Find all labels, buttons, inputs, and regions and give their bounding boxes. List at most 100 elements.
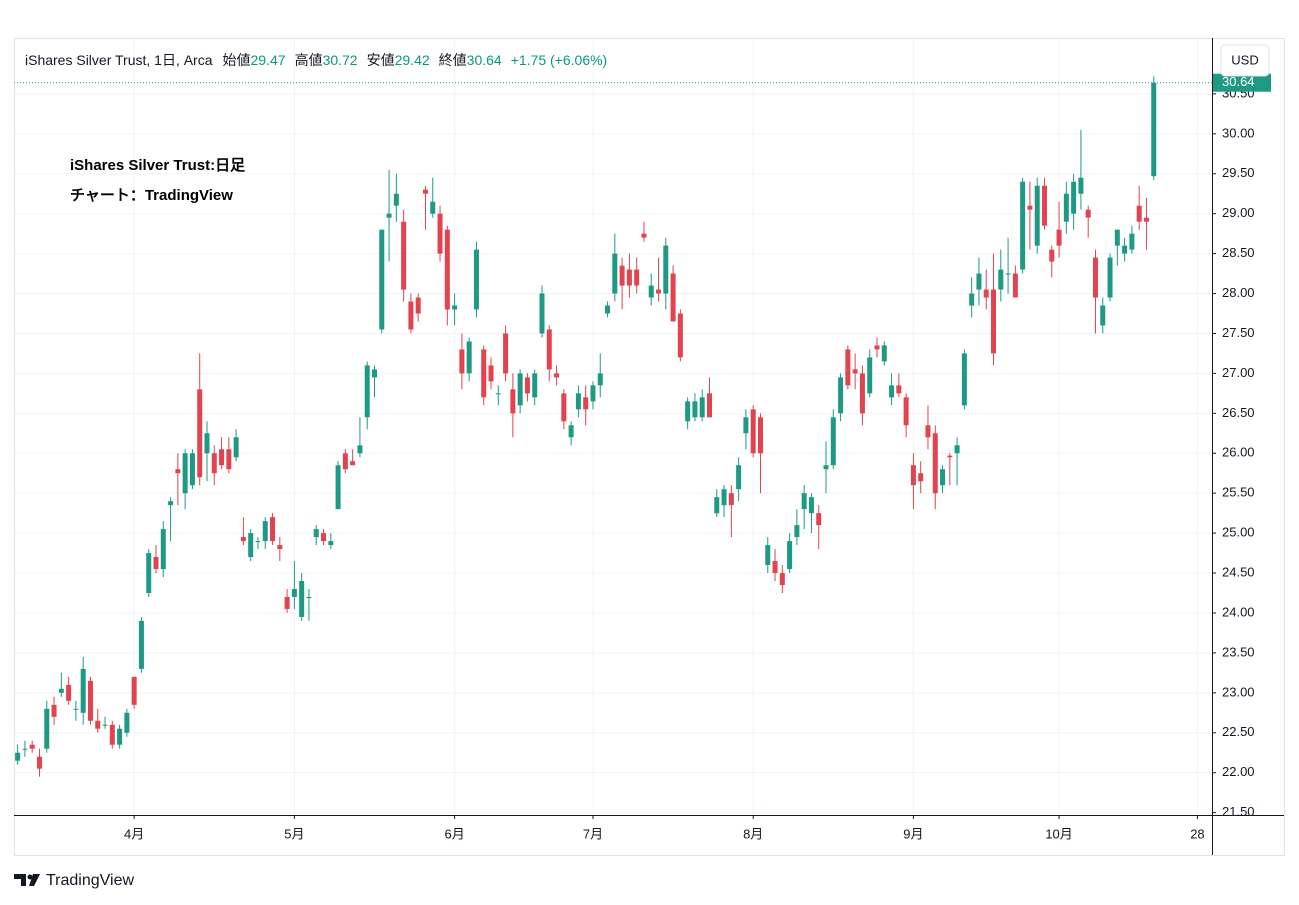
- candle-body: [299, 581, 305, 617]
- symbol: iShares Silver Trust, 1日, Arca: [25, 52, 213, 68]
- candle-body: [1020, 181, 1026, 270]
- candle-body: [757, 417, 763, 454]
- logo-mark: [29, 874, 40, 886]
- y-tick-label: 24.00: [1222, 604, 1255, 619]
- candle-body: [961, 353, 967, 406]
- candle-body: [1114, 229, 1120, 246]
- candle-body: [182, 453, 188, 494]
- candle-body: [452, 305, 458, 310]
- currency-label[interactable]: USD: [1231, 52, 1258, 67]
- candle-body: [983, 289, 989, 298]
- candle-body: [459, 349, 465, 374]
- ohlc-value: 30.64: [466, 52, 502, 68]
- logo-mark: [14, 874, 26, 886]
- candles: [14, 76, 1212, 777]
- candle-body: [947, 455, 953, 458]
- candle-body: [801, 493, 807, 510]
- candle-body: [1049, 249, 1055, 262]
- candle-body: [838, 377, 844, 414]
- candle-body: [932, 433, 938, 494]
- candle-body: [1129, 233, 1135, 250]
- candle-body: [1078, 177, 1084, 194]
- ohlc-value: 30.72: [322, 52, 358, 68]
- candle-body: [634, 269, 640, 286]
- candle-body: [66, 684, 72, 701]
- annotation: iShares Silver Trust:日足: [70, 157, 246, 174]
- candle-body: [1005, 273, 1011, 275]
- ohlc-label: 高値: [294, 52, 323, 68]
- candle-body: [1136, 205, 1142, 222]
- candle-body: [648, 285, 654, 298]
- axes: 21.50 22.00 22.50 23.00 23.50 24.00 24.50 25.00…: [124, 73, 1271, 841]
- candle-body: [554, 373, 560, 378]
- candle-body: [211, 453, 217, 474]
- candle-body: [859, 373, 865, 414]
- candle-body: [867, 357, 873, 394]
- candle-body: [204, 433, 210, 454]
- candle-body: [408, 301, 414, 330]
- candle-body: [284, 596, 290, 609]
- candle-body: [750, 409, 756, 454]
- ohlc-value: 29.42: [394, 52, 430, 68]
- y-tick-label: 28.00: [1222, 285, 1255, 300]
- candle-body: [1085, 209, 1091, 218]
- candle-body: [124, 712, 130, 733]
- candle-body: [364, 365, 370, 418]
- candle-body: [787, 541, 793, 570]
- candle-body: [153, 557, 159, 570]
- legend-header: iShares Silver Trust, 1日, Arca 始値29.47 高値3…: [25, 50, 616, 70]
- candle-body: [335, 465, 341, 510]
- candle-body: [95, 720, 101, 729]
- candle-body: [765, 545, 771, 566]
- candle-body: [830, 417, 836, 466]
- x-tick-label: 6月: [444, 826, 464, 841]
- candle-body: [15, 752, 21, 761]
- candle-body: [991, 289, 997, 354]
- candle-body: [248, 533, 254, 558]
- candle-body: [503, 333, 509, 374]
- candle-body: [189, 453, 195, 486]
- candle-body: [488, 365, 494, 382]
- candle-body: [583, 397, 589, 410]
- candle-body: [743, 417, 749, 434]
- candle-body: [699, 397, 705, 418]
- candle-body: [568, 425, 574, 438]
- candle-body: [291, 589, 297, 597]
- candle-body: [22, 748, 28, 750]
- candle-body: [605, 305, 611, 314]
- candle-body: [597, 373, 603, 386]
- y-tick-label: 27.50: [1222, 325, 1255, 340]
- footer-brand: TradingView: [46, 872, 134, 889]
- candle-body: [1012, 273, 1018, 298]
- candle-body: [794, 525, 800, 538]
- candle-body: [29, 744, 35, 749]
- candle-body: [175, 469, 181, 474]
- candle-body: [1122, 245, 1128, 254]
- candle-body: [306, 596, 312, 598]
- candle-body: [51, 704, 57, 717]
- candle-body: [532, 373, 538, 398]
- candle-body: [357, 445, 363, 454]
- y-tick-label: 28.50: [1222, 245, 1255, 260]
- candle-body: [612, 253, 618, 294]
- candle-body: [903, 397, 909, 426]
- candle-body: [219, 449, 225, 466]
- x-tick-label: 7月: [583, 826, 603, 841]
- candle-body: [146, 553, 152, 593]
- candle-body: [36, 756, 42, 769]
- candle-body: [44, 708, 50, 749]
- candle-body: [444, 229, 450, 310]
- candle-body: [262, 521, 268, 542]
- candle-body: [925, 425, 931, 438]
- candle-body: [663, 245, 669, 294]
- candle-body: [619, 265, 625, 286]
- candle-body: [918, 473, 924, 482]
- candle-body: [845, 349, 851, 386]
- candle-body: [422, 189, 428, 194]
- candle-body: [87, 680, 93, 721]
- candle-body: [546, 329, 552, 370]
- candle-body: [255, 541, 261, 543]
- currency-button[interactable]: [1220, 44, 1270, 77]
